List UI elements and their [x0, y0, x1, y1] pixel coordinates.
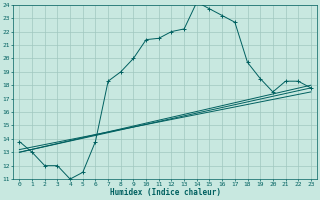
- X-axis label: Humidex (Indice chaleur): Humidex (Indice chaleur): [110, 188, 220, 197]
